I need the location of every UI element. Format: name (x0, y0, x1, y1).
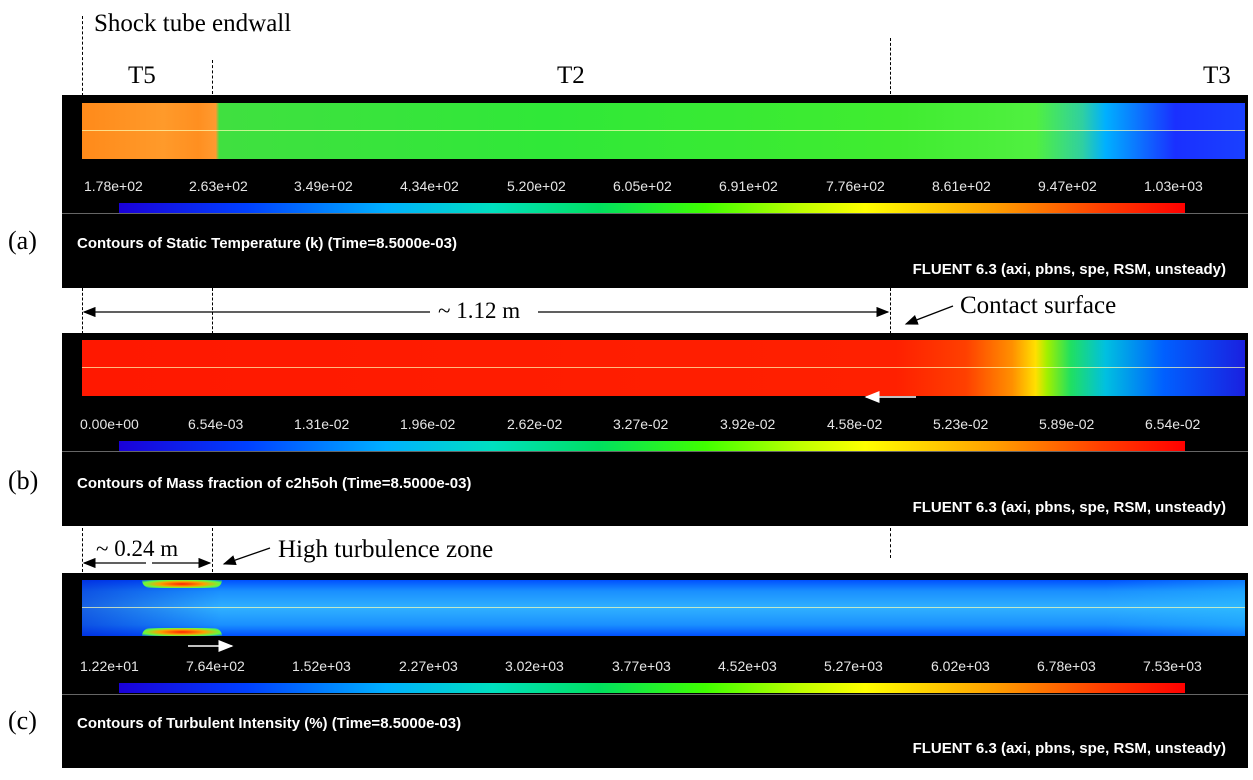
contact-surface-arrow (904, 305, 954, 325)
eth-tick-5: 3.27e-02 (613, 416, 669, 432)
temperature-contour (82, 103, 1245, 159)
temp-tick-4: 5.20e+02 (507, 178, 566, 194)
eth-tick-7: 4.58e-02 (827, 416, 883, 432)
turb-tick-6: 4.52e+03 (718, 658, 777, 674)
contact-surface-line-top (890, 38, 891, 94)
turb-tick-10: 7.53e+03 (1143, 658, 1202, 674)
length-label-2: ~ 0.24 m (96, 536, 179, 561)
eth-tick-8: 5.23e-02 (933, 416, 989, 432)
t5-boundary-line (212, 60, 213, 94)
turb-tick-5: 3.77e+03 (612, 658, 671, 674)
turb-tick-9: 6.78e+03 (1037, 658, 1096, 674)
endwall-line (82, 16, 83, 96)
length-label-1: ~ 1.12 m (434, 298, 525, 324)
panel-c-turbulence: 1.22e+01 7.64e+02 1.52e+03 2.27e+03 3.02… (62, 573, 1248, 768)
turb-tick-7: 5.27e+03 (824, 658, 883, 674)
eth-tick-9: 5.89e-02 (1039, 416, 1095, 432)
t5-boundary-line-2 (212, 288, 213, 334)
eth-tick-10: 6.54e-02 (1145, 416, 1201, 432)
t5-boundary-line-3 (212, 528, 213, 572)
panel-a-title: Contours of Static Temperature (k) (Time… (77, 235, 457, 252)
panel-c-title: Contours of Turbulent Intensity (%) (Tim… (77, 715, 462, 732)
endwall-line-3 (82, 528, 83, 572)
eth-tick-6: 3.92e-02 (720, 416, 776, 432)
panel-a-temperature: 1.78e+02 2.63e+02 3.49e+02 4.34e+02 5.20… (62, 95, 1248, 288)
panel-c-label: (c) (8, 706, 37, 735)
turbulence-colorbar (119, 683, 1185, 693)
ethanol-contour (82, 340, 1245, 396)
eth-tick-2: 1.31e-02 (294, 416, 350, 432)
temp-tick-10: 1.03e+03 (1144, 178, 1203, 194)
panel-b-solver-info: FLUENT 6.3 (axi, pbns, spe, RSM, unstead… (912, 499, 1226, 516)
turb-tick-2: 1.52e+03 (292, 658, 351, 674)
turb-tick-0: 1.22e+01 (80, 658, 139, 674)
panel-a-solver-info: FLUENT 6.3 (axi, pbns, spe, RSM, unstead… (912, 261, 1226, 278)
endwall-line-2 (82, 288, 83, 334)
t3-label: T3 (1203, 62, 1231, 89)
contact-surface-line-low (890, 528, 891, 558)
temperature-colorbar (119, 203, 1185, 213)
eth-tick-1: 6.54e-03 (188, 416, 244, 432)
temp-tick-1: 2.63e+02 (189, 178, 248, 194)
temp-tick-3: 4.34e+02 (400, 178, 459, 194)
panel-c-solver-info: FLUENT 6.3 (axi, pbns, spe, RSM, unstead… (912, 740, 1226, 757)
ethanol-colorbar (119, 441, 1185, 451)
panel-b-title: Contours of Mass fraction of c2h5oh (Tim… (77, 475, 472, 492)
flow-arrow-left (864, 391, 916, 403)
turbulence-zone-label: High turbulence zone (278, 536, 494, 563)
length-arrow-1 (82, 306, 890, 318)
temp-tick-6: 6.91e+02 (719, 178, 778, 194)
endwall-label: Shock tube endwall (94, 10, 292, 37)
turbulence-hotspot-top (142, 580, 222, 588)
t5-label: T5 (128, 62, 156, 89)
panel-b-ethanol: 0.00e+00 6.54e-03 1.31e-02 1.96e-02 2.62… (62, 333, 1248, 526)
t2-label: T2 (557, 62, 585, 89)
panel-b-label: (b) (8, 466, 39, 495)
contact-surface-label: Contact surface (960, 292, 1117, 319)
length-arrow-2 (82, 557, 212, 569)
eth-tick-4: 2.62e-02 (507, 416, 563, 432)
temp-tick-9: 9.47e+02 (1038, 178, 1097, 194)
eth-tick-3: 1.96e-02 (400, 416, 456, 432)
turb-tick-3: 2.27e+03 (399, 658, 458, 674)
temp-tick-5: 6.05e+02 (613, 178, 672, 194)
panel-a-label: (a) (8, 226, 37, 255)
turb-tick-4: 3.02e+03 (505, 658, 564, 674)
turb-tick-8: 6.02e+03 (931, 658, 990, 674)
temp-tick-2: 3.49e+02 (294, 178, 353, 194)
turbulence-contour (82, 580, 1245, 636)
temp-tick-0: 1.78e+02 (84, 178, 143, 194)
turb-tick-1: 7.64e+02 (186, 658, 245, 674)
turbulence-hotspot-bottom (142, 628, 222, 636)
contact-surface-line-mid (890, 288, 891, 334)
turbulence-zone-arrow (222, 547, 271, 566)
temp-tick-7: 7.76e+02 (826, 178, 885, 194)
eth-tick-0: 0.00e+00 (80, 416, 139, 432)
temp-tick-8: 8.61e+02 (932, 178, 991, 194)
flow-arrow-right (188, 640, 234, 652)
